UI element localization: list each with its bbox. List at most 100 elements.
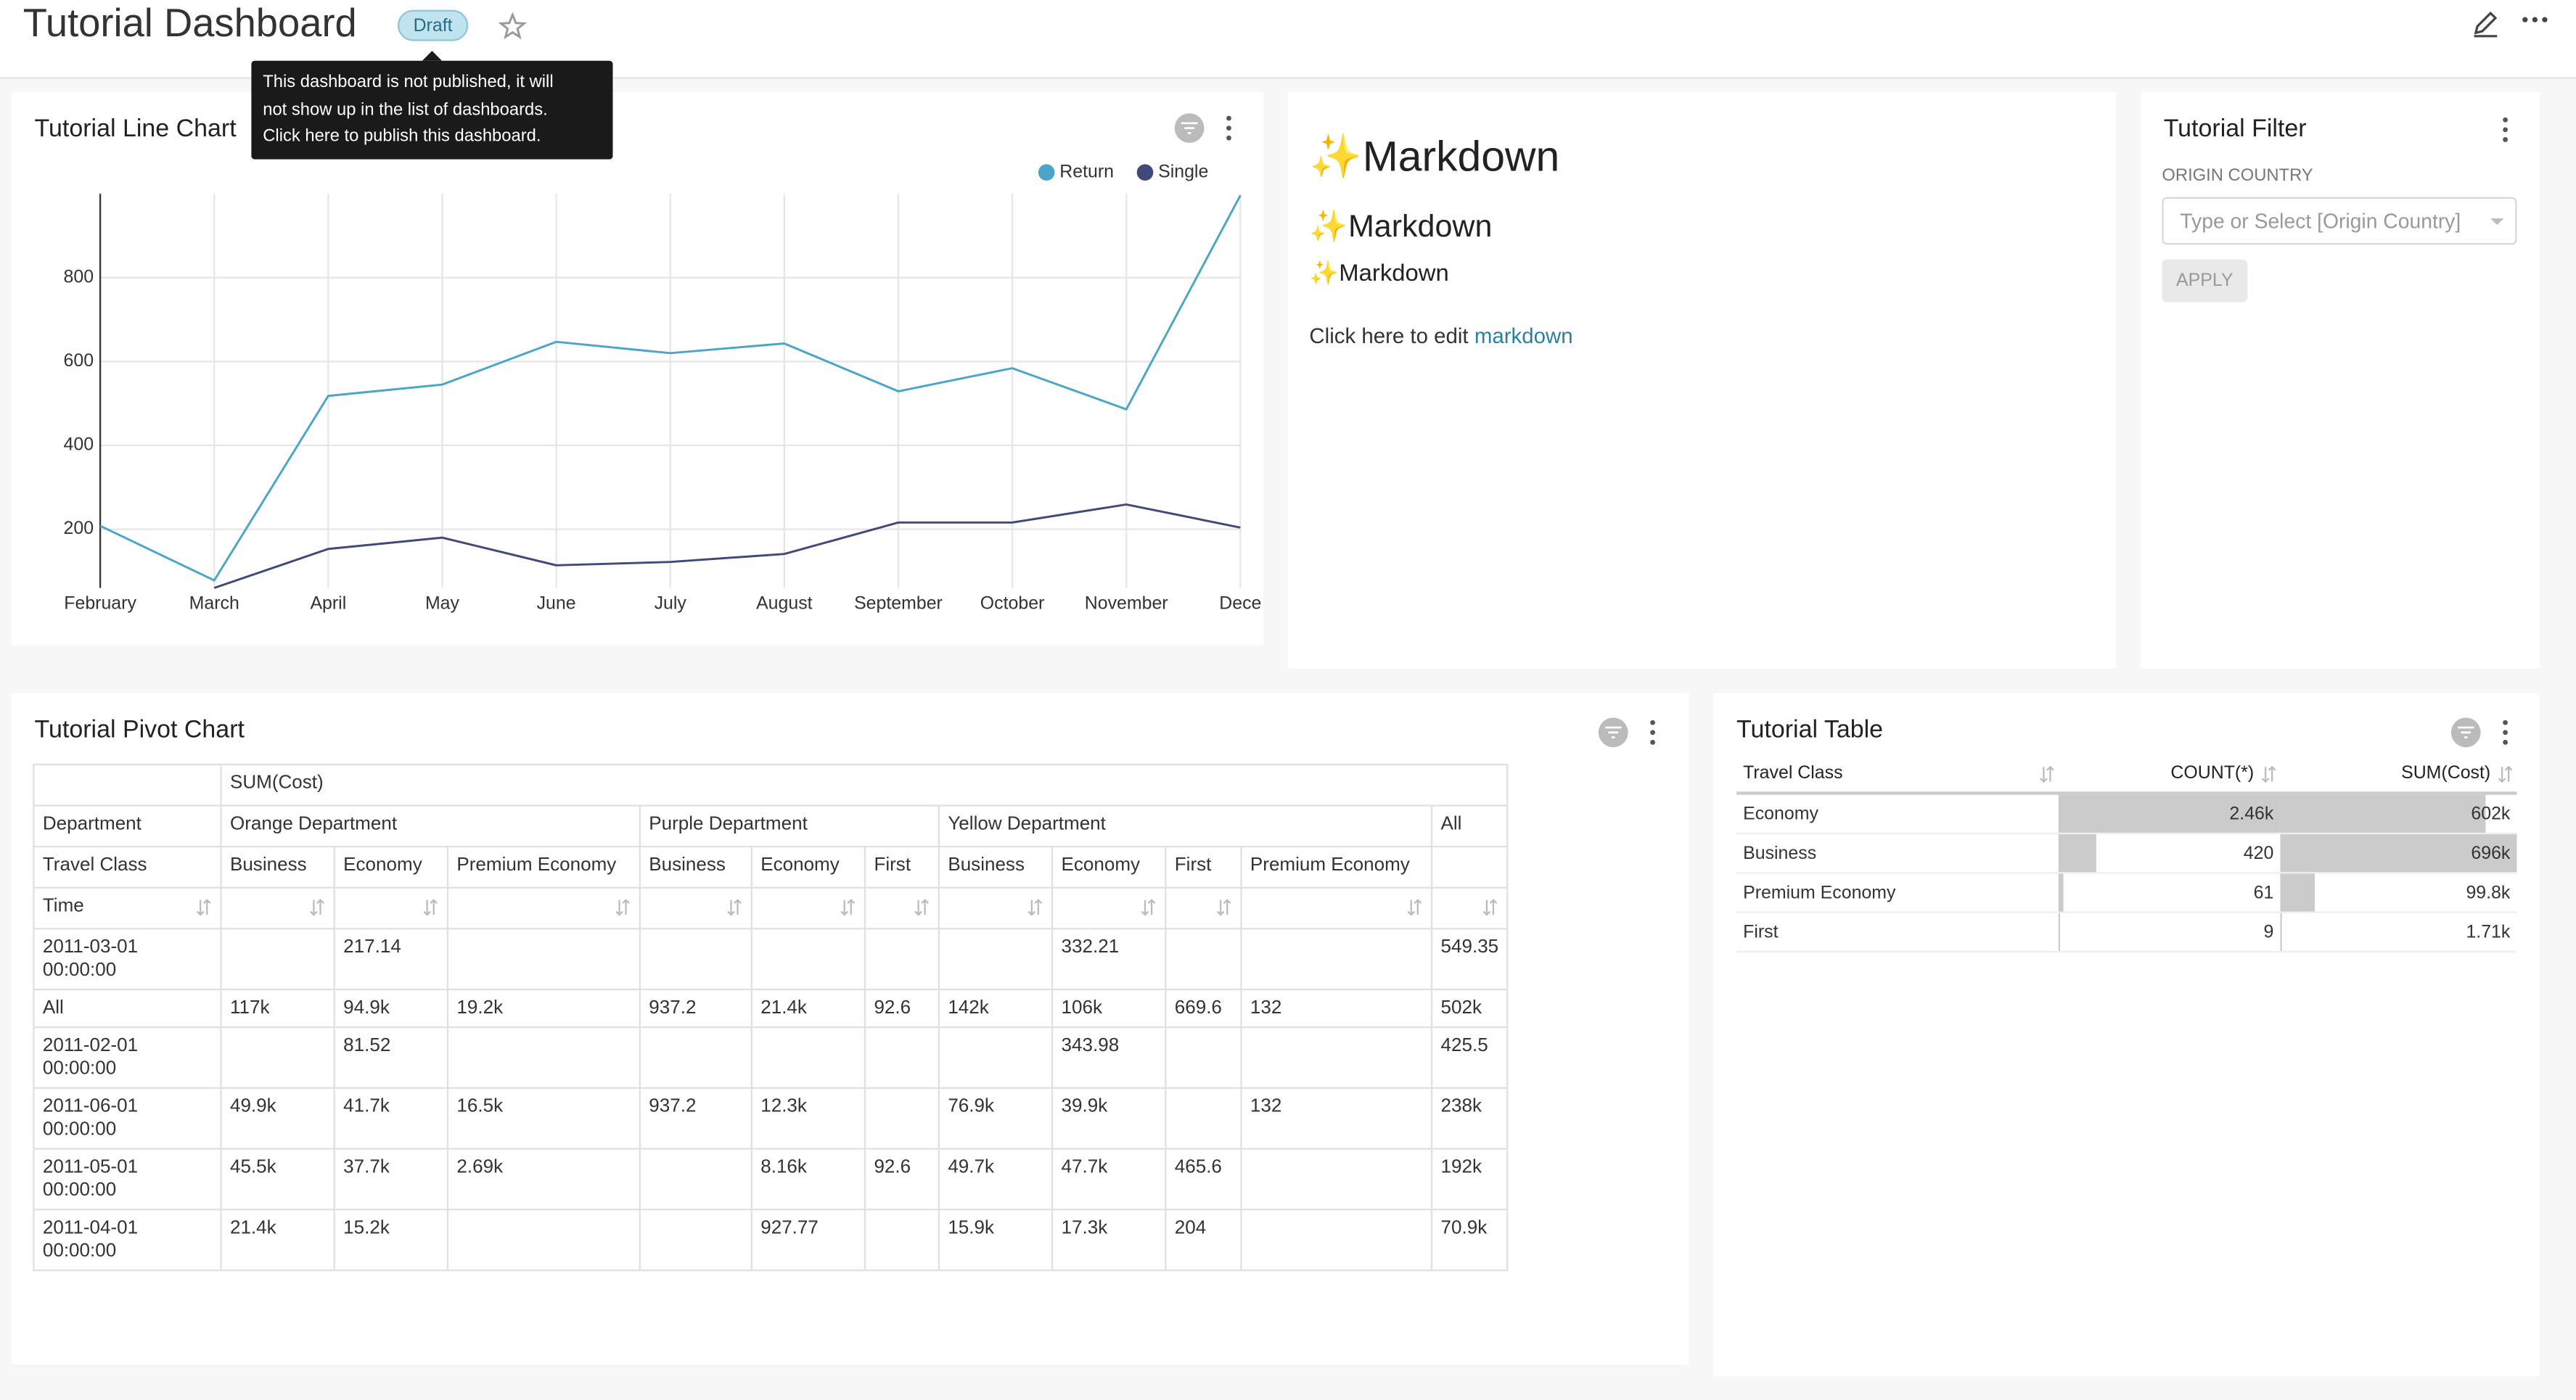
filter-placeholder: Type or Select [Origin Country] (2180, 210, 2461, 234)
header-row: Time (33, 886, 1509, 930)
data-row: All 117k 94.9k 19.2k 937.2 21.4k 92.6 142k 106k 6… (33, 988, 1509, 1029)
data-cell (639, 1148, 752, 1211)
data-cell (639, 1208, 752, 1272)
row-label: 2011-02-01 00:00:00 (33, 1026, 222, 1090)
sort-icon[interactable] (914, 898, 930, 916)
sort-icon[interactable] (615, 898, 631, 916)
cell-bar (2280, 913, 2281, 951)
data-cell: 502k (1430, 988, 1509, 1029)
markdown-link[interactable]: markdown (1474, 324, 1573, 348)
markdown-h1: ✨Markdown (1309, 131, 1560, 181)
data-cell: 70.9k (1430, 1208, 1509, 1272)
filter-select[interactable]: Type or Select [Origin Country] (2162, 197, 2517, 245)
cell-bar (2058, 794, 2281, 833)
column-header[interactable]: SUM(Cost) (2280, 755, 2517, 795)
more-menu[interactable] (2519, 7, 2551, 33)
favorite-star[interactable] (498, 12, 528, 41)
class-header: Economy (333, 845, 449, 889)
sort-icon[interactable] (726, 898, 743, 916)
cell-value: 2.46k (2229, 804, 2274, 824)
data-row: 2011-06-01 00:00:00 49.9k 41.7k 16.5k 937.2 1… (33, 1087, 1509, 1150)
x-tick-label: October (980, 593, 1045, 614)
data-cell (220, 928, 335, 991)
tooltip-line: Click here to publish this dashboard. (263, 126, 541, 147)
data-row: Business 420 696k (1736, 833, 2517, 874)
row-header: Department (33, 804, 222, 848)
data-cell: 49.7k (938, 1148, 1054, 1211)
y-tick-label: 400 (64, 435, 94, 455)
draft-badge[interactable]: Draft (397, 9, 469, 41)
sort-icon[interactable] (195, 898, 212, 916)
column-header[interactable]: Travel Class (1736, 755, 2059, 795)
data-row: Economy 2.46k 602k (1736, 793, 2517, 835)
pivot-title: Tutorial Pivot Chart (34, 716, 245, 744)
count-cell: 9 (2058, 912, 2281, 953)
sum-cell: 1.71k (2280, 912, 2517, 953)
cell-bar (2058, 834, 2096, 873)
sort-icon[interactable] (1215, 898, 1232, 916)
class-header: Premium Economy (446, 845, 641, 889)
cell-value: 602k (2471, 804, 2511, 824)
x-tick-label: March (189, 593, 239, 614)
class-header: Business (220, 845, 335, 889)
panel-icons[interactable] (2450, 716, 2516, 749)
sort-icon[interactable] (2039, 765, 2056, 783)
filter-label: ORIGIN COUNTRY (2162, 165, 2313, 186)
markdown-text: Click here to edit (1309, 324, 1469, 348)
apply-button[interactable]: APPLY (2162, 259, 2248, 302)
data-cell: 425.5 (1430, 1026, 1509, 1090)
sort-icon[interactable] (309, 898, 326, 916)
tooltip-line: not show up in the list of dashboards. (263, 99, 548, 120)
data-cell: 39.9k (1051, 1087, 1167, 1150)
header-row: SUM(Cost) (33, 763, 1509, 807)
line-series (213, 503, 1241, 589)
data-cell (864, 1208, 940, 1272)
data-cell (1240, 928, 1433, 991)
markdown-text-line: Click here to edit markdown (1309, 324, 1572, 348)
panel-icons[interactable] (1597, 716, 1663, 749)
data-cell: 238k (1430, 1087, 1509, 1150)
x-tick-label: February (64, 593, 136, 614)
header-row: Travel Class COUNT(*) SUM(Cost) (1736, 755, 2517, 795)
panel-menu[interactable] (1226, 115, 1231, 141)
data-cell: 19.2k (446, 988, 641, 1029)
sort-icon[interactable] (1140, 898, 1157, 916)
data-row: 2011-05-01 00:00:00 45.5k 37.7k 2.69k 8.16k 9… (33, 1148, 1509, 1211)
data-cell: 937.2 (639, 988, 752, 1029)
data-cell: 8.16k (750, 1148, 866, 1211)
x-tick-label: Dece (1219, 593, 1261, 614)
cell-bar (2280, 873, 2315, 912)
sort-icon[interactable] (422, 898, 439, 916)
department-header: Purple Department (639, 804, 940, 848)
sort-icon[interactable] (2260, 765, 2277, 783)
class-header: Economy (1051, 845, 1167, 889)
row-header: Travel Class (33, 845, 222, 889)
sort-icon[interactable] (1027, 898, 1043, 916)
sort-icon[interactable] (1406, 898, 1423, 916)
data-cell: 49.9k (220, 1087, 335, 1150)
row-label: All (33, 988, 222, 1029)
edit-button[interactable] (2469, 7, 2502, 39)
panel-menu[interactable] (2499, 115, 2512, 144)
sort-icon[interactable] (840, 898, 856, 916)
class-header: First (1165, 845, 1242, 889)
sort-cell (1165, 886, 1242, 930)
x-tick-label: May (425, 593, 460, 614)
data-cell: 41.7k (333, 1087, 449, 1150)
column-header[interactable]: COUNT(*) (2058, 755, 2281, 795)
all-header: All (1430, 804, 1509, 848)
sort-icon[interactable] (2497, 765, 2514, 783)
tooltip[interactable]: This dashboard is not published, it will… (251, 51, 613, 160)
data-cell: 37.7k (333, 1148, 449, 1211)
data-cell (1240, 1148, 1433, 1211)
data-cell: 21.4k (220, 1208, 335, 1272)
class-header: Business (639, 845, 752, 889)
cell-bar (2058, 873, 2064, 912)
sort-icon[interactable] (1482, 898, 1498, 916)
y-tick-label: 600 (64, 350, 94, 371)
sort-cell (446, 886, 641, 930)
data-cell: 927.77 (750, 1208, 866, 1272)
y-tick-label: 200 (64, 518, 94, 538)
class-cell: Economy (1736, 793, 2059, 835)
